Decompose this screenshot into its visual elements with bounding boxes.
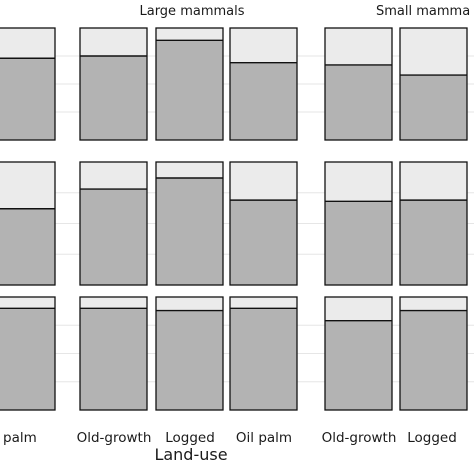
bar-lower-r2-p1-c0 bbox=[80, 189, 147, 285]
bar-outline-r1-p2-c0 bbox=[324, 27, 393, 141]
bar-lower-r2-p1-c1 bbox=[156, 177, 223, 285]
x-tick-labels: il palm Old-growth Logged Oil palm Old-growt… bbox=[0, 430, 457, 446]
x-tick-label-4: Oil palm bbox=[236, 430, 292, 446]
bar-lower-r1-p0-c2 bbox=[0, 58, 55, 140]
bar-lower-r2-p0-c2 bbox=[0, 208, 55, 285]
bar-lower-r3-p2-c0 bbox=[325, 320, 392, 410]
bar-lower-r1-p1-c1 bbox=[156, 40, 223, 140]
bar-lower-r2-p2-c1 bbox=[400, 200, 467, 285]
bar-lower-r3-p1-c1 bbox=[156, 310, 223, 410]
x-axis-title: Land-use bbox=[154, 445, 227, 464]
x-tick-label-3: Logged bbox=[165, 430, 215, 446]
bar-outline-r3-p2-c0 bbox=[324, 296, 393, 411]
bar-outline-r3-p1-c2 bbox=[229, 296, 298, 411]
bar-lower-r3-p2-c1 bbox=[400, 310, 467, 410]
bar-lower-r3-p1-c0 bbox=[80, 308, 147, 410]
bar-outline-r1-p0-c2 bbox=[0, 27, 56, 141]
bar-lower-r1-p2-c0 bbox=[325, 64, 392, 140]
bar-outline-r2-p1-c2 bbox=[229, 161, 298, 286]
bar-outline-r3-p1-c0 bbox=[79, 296, 148, 411]
bar-lower-r3-p1-c2 bbox=[230, 308, 297, 410]
x-tick-label-5: Old-growth bbox=[322, 430, 397, 446]
x-tick-label-6: Logged bbox=[407, 430, 457, 446]
bar-outline-r2-p1-c1 bbox=[155, 161, 224, 286]
facet-strip-small-mammals: Small mamma bbox=[376, 4, 470, 19]
bar-outline-r1-p1-c1 bbox=[155, 27, 224, 141]
bar-outline-r3-p0-c2 bbox=[0, 296, 56, 411]
bar-outline-r1-p1-c0 bbox=[79, 27, 148, 141]
bar-outline-r1-p2-c1 bbox=[399, 27, 468, 141]
bar-lower-r3-p0-c2 bbox=[0, 308, 55, 410]
bars bbox=[0, 27, 468, 411]
bar-lower-r2-p2-c0 bbox=[325, 201, 392, 285]
bar-outline-r1-p1-c2 bbox=[229, 27, 298, 141]
bar-lower-r1-p1-c2 bbox=[230, 62, 297, 140]
bar-outline-r2-p2-c1 bbox=[399, 161, 468, 286]
bar-lower-r2-p1-c2 bbox=[230, 200, 297, 285]
bar-outline-r3-p1-c1 bbox=[155, 296, 224, 411]
x-tick-label-2: Old-growth bbox=[77, 430, 152, 446]
facet-strip-large-mammals: Large mammals bbox=[139, 4, 244, 19]
bar-outline-r2-p1-c0 bbox=[79, 161, 148, 286]
bar-lower-r1-p2-c1 bbox=[400, 75, 467, 140]
bar-outline-r3-p2-c1 bbox=[399, 296, 468, 411]
x-tick-label-1: il palm bbox=[0, 430, 37, 446]
bar-outline-r2-p0-c2 bbox=[0, 161, 56, 286]
bar-lower-r1-p1-c0 bbox=[80, 56, 147, 140]
bar-outline-r2-p2-c0 bbox=[324, 161, 393, 286]
